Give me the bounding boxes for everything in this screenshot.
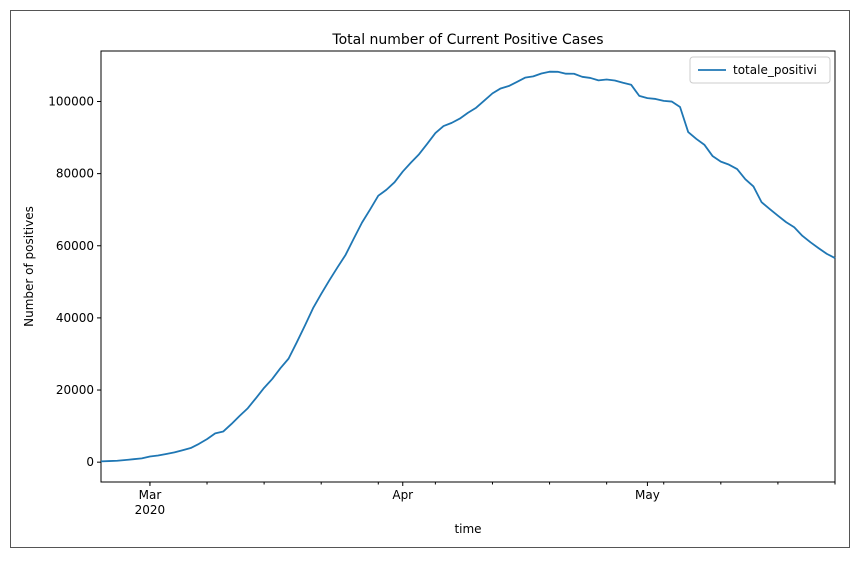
x-tick-label: Apr [392,488,413,502]
y-axis-title: Number of positives [22,206,36,327]
chart-title: Total number of Current Positive Cases [331,32,603,48]
series-line-totale_positivi [100,70,836,463]
y-tick-label: 60000 [56,239,94,253]
y-tick-label: 100000 [48,94,94,108]
y-tick-label: 80000 [56,167,94,181]
plot-frame: Total number of Current Positive Cases 0… [10,10,850,548]
legend-box [689,56,831,84]
y-tick-label: 20000 [56,383,94,397]
line-chart: Total number of Current Positive Cases 0… [22,32,836,536]
y-tick-label: 0 [86,455,94,469]
y-tick-label: 40000 [56,311,94,325]
series-layer [100,70,836,463]
legend: totale_positivi [689,56,831,84]
x-tick-sublabel: 2020 [135,503,166,517]
legend-label: totale_positivi [733,63,817,77]
axes-box [100,50,836,483]
y-axis: 0 20000 40000 60000 80000 100000 [48,94,101,469]
x-axis-title: time [454,522,481,536]
x-tick-label: May [635,488,660,502]
x-tick-label: Mar [139,488,162,502]
